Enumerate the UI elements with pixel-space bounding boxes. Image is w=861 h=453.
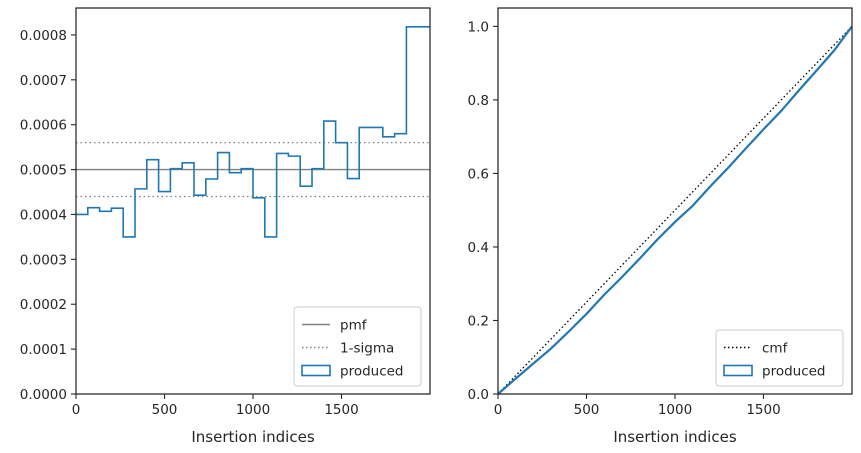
cmf-line — [497, 25, 853, 395]
y-tick-label: 0.0005 — [20, 163, 67, 179]
legend-label: produced — [340, 364, 404, 380]
y-tick-label: 0.0004 — [20, 207, 67, 223]
x-tick-label: 1000 — [236, 402, 270, 418]
left-x-axis-label: Insertion indices — [191, 428, 314, 446]
x-tick-label: 0 — [494, 402, 503, 418]
x-tick-label: 500 — [574, 402, 600, 418]
right-x-axis-label: Insertion indices — [613, 428, 736, 446]
legend-box — [715, 329, 844, 387]
x-tick-label: 1500 — [324, 402, 358, 418]
y-tick-label: 0.0001 — [20, 342, 67, 358]
left-plot-ticks: 0 500 1000 1500 0.0000 0.0001 0.0002 0.0003 0.00… — [20, 28, 359, 418]
right-legend: cmf produced — [715, 329, 844, 387]
x-tick-label: 0 — [72, 402, 81, 418]
x-tick-label: 500 — [152, 402, 178, 418]
pmf-histogram-panel: 0 500 1000 1500 0.0000 0.0001 0.0002 0.0003 0.00… — [20, 7, 431, 446]
y-tick-label: 0.0000 — [20, 387, 67, 403]
legend-label: pmf — [340, 318, 368, 334]
y-tick-label: 0.8 — [468, 93, 489, 109]
y-tick-label: 0.6 — [468, 166, 489, 182]
legend-label: produced — [762, 364, 826, 380]
right-plot-ticks: 0 500 1000 1500 0.0 0.2 0.4 0.6 0.8 1.0 — [468, 19, 781, 418]
x-tick-label: 1500 — [746, 402, 780, 418]
y-tick-label: 0.0 — [468, 387, 489, 403]
legend-label: cmf — [762, 341, 789, 357]
right-plot-marks — [497, 25, 853, 395]
y-tick-label: 0.4 — [468, 240, 489, 256]
y-tick-label: 0.0002 — [20, 297, 67, 313]
left-legend: pmf 1-sigma produced — [293, 306, 422, 387]
y-tick-label: 1.0 — [468, 19, 489, 35]
y-tick-label: 0.2 — [468, 313, 489, 329]
y-tick-label: 0.0008 — [20, 28, 67, 44]
produced-line — [497, 25, 853, 395]
y-tick-label: 0.0003 — [20, 252, 67, 268]
legend-label: 1-sigma — [340, 341, 394, 357]
legend-swatch-produced — [723, 364, 753, 377]
y-tick-label: 0.0007 — [20, 73, 67, 89]
legend-swatch-produced — [301, 364, 331, 377]
left-plot-marks — [76, 26, 430, 238]
y-tick-label: 0.0006 — [20, 118, 67, 134]
produced-step-line — [76, 26, 430, 238]
cmf-panel: 0 500 1000 1500 0.0 0.2 0.4 0.6 0.8 1.0 Insertion… — [468, 7, 853, 446]
x-tick-label: 1000 — [658, 402, 692, 418]
